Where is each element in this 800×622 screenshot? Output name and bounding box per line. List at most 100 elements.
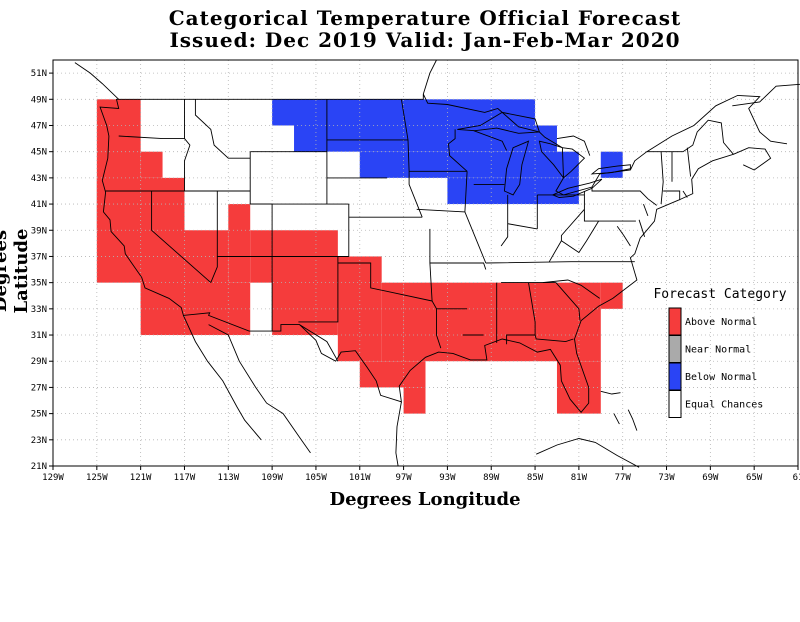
state-line <box>429 262 487 270</box>
y-tick-label: 27N <box>31 383 47 393</box>
state-line <box>660 151 664 205</box>
x-tick-label: 69W <box>702 473 719 483</box>
x-tick-label: 61 <box>793 473 800 483</box>
quebec-north-shore <box>732 83 800 107</box>
bahamas-andros <box>613 413 620 425</box>
nova-scotia <box>733 147 772 171</box>
state-line <box>616 226 631 247</box>
below-normal-cell <box>294 125 557 152</box>
below-normal-cell <box>359 151 579 178</box>
x-tick-label: 105W <box>305 473 327 483</box>
y-tick-label: 31N <box>31 331 47 341</box>
state-line <box>686 147 692 177</box>
x-tick-label: 65W <box>746 473 763 483</box>
state-line <box>555 282 581 321</box>
y-tick-label: 45N <box>31 148 47 158</box>
state-line <box>429 256 442 349</box>
y-axis-title: Degrees Latitude <box>0 228 32 314</box>
state-line <box>500 194 509 247</box>
y-tick-label: 47N <box>31 121 47 131</box>
lake-ontario <box>590 164 631 175</box>
legend-label: Below Normal <box>685 372 757 383</box>
y-tick-label: 39N <box>31 226 47 236</box>
x-tick-label: 113W <box>217 473 239 483</box>
legend-swatch <box>668 362 682 391</box>
x-tick-label: 85W <box>527 473 544 483</box>
x-tick-label: 125W <box>86 473 108 483</box>
state-line <box>184 99 191 191</box>
plot-frame <box>52 59 799 467</box>
lake-erie <box>551 178 603 198</box>
state-line <box>583 191 636 222</box>
mexico-gulf-coast <box>395 401 402 467</box>
bahamas-grand <box>600 390 621 395</box>
state-boundaries <box>74 59 800 468</box>
x-tick-label: 129W <box>42 473 64 483</box>
above-normal-cell <box>359 361 426 388</box>
x-tick-label: 81W <box>571 473 588 483</box>
above-normal-cell <box>381 282 404 362</box>
y-tick-label: 51N <box>31 69 47 79</box>
legend: Forecast Category Above Normal Near Normal… <box>653 287 787 418</box>
above-normal-cell <box>140 282 251 336</box>
state-line <box>643 203 649 217</box>
baja-west <box>182 315 262 441</box>
y-tick-labels: 51N 49N 47N 45N 43N 41N 39N 37N 35N 33N 31N 29N 27N 2… <box>31 69 53 472</box>
legend-swatch <box>668 390 682 418</box>
state-line <box>416 208 465 213</box>
map-title: Categorical Temperature Official Forecas… <box>168 6 682 30</box>
x-tick-label: 93W <box>439 473 456 483</box>
st-lawrence <box>646 94 788 153</box>
state-line <box>534 334 574 343</box>
cuba <box>536 438 640 468</box>
legend-label: Near Normal <box>685 345 751 356</box>
x-tick-label: 121W <box>130 473 152 483</box>
y-tick-label: 35N <box>31 279 47 289</box>
state-line <box>473 130 508 151</box>
state-line <box>548 209 585 262</box>
lake-superior <box>457 111 541 134</box>
us-outline <box>99 93 735 414</box>
above-normal-cell <box>403 387 426 414</box>
legend-title: Forecast Category <box>653 287 786 302</box>
state-line <box>298 256 339 323</box>
georgian-bay <box>556 135 591 156</box>
legend-swatch <box>668 335 682 363</box>
x-tick-label: 77W <box>615 473 632 483</box>
canada-line <box>422 59 437 95</box>
state-line <box>464 171 487 264</box>
state-line <box>682 190 688 198</box>
below-normal-cell <box>447 177 579 205</box>
forecast-cells <box>96 99 623 414</box>
above-normal-cell <box>403 282 601 362</box>
state-line <box>485 261 635 264</box>
state-line <box>663 190 681 201</box>
legend-swatch <box>668 307 682 336</box>
y-tick-label: 49N <box>31 95 47 105</box>
bahamas-eleuthera <box>627 409 638 431</box>
x-tick-label: 73W <box>658 473 675 483</box>
y-tick-label: 37N <box>31 252 47 262</box>
y-tick-label: 21N <box>31 462 47 472</box>
above-normal-cell <box>272 230 338 336</box>
x-tick-label: 101W <box>349 473 371 483</box>
y-tick-label: 29N <box>31 357 47 367</box>
state-line <box>591 187 657 206</box>
below-normal-cell <box>600 151 623 178</box>
state-line <box>194 99 251 159</box>
map-subtitle: Issued: Dec 2019 Valid: Jan-Feb-Mar 2020 <box>169 28 681 52</box>
mexico-west-coast <box>208 324 311 454</box>
above-normal-cell <box>140 151 163 178</box>
legend-label: Equal Chances <box>685 400 763 411</box>
above-normal-cell <box>556 361 601 414</box>
x-axis-title: Degrees Longitude <box>329 489 521 510</box>
state-line <box>118 135 185 140</box>
above-normal-cell <box>600 282 623 309</box>
lake-michigan <box>503 140 530 196</box>
state-line <box>638 219 646 237</box>
state-line <box>151 191 212 283</box>
y-tick-label: 33N <box>31 305 47 315</box>
state-line <box>210 191 218 283</box>
